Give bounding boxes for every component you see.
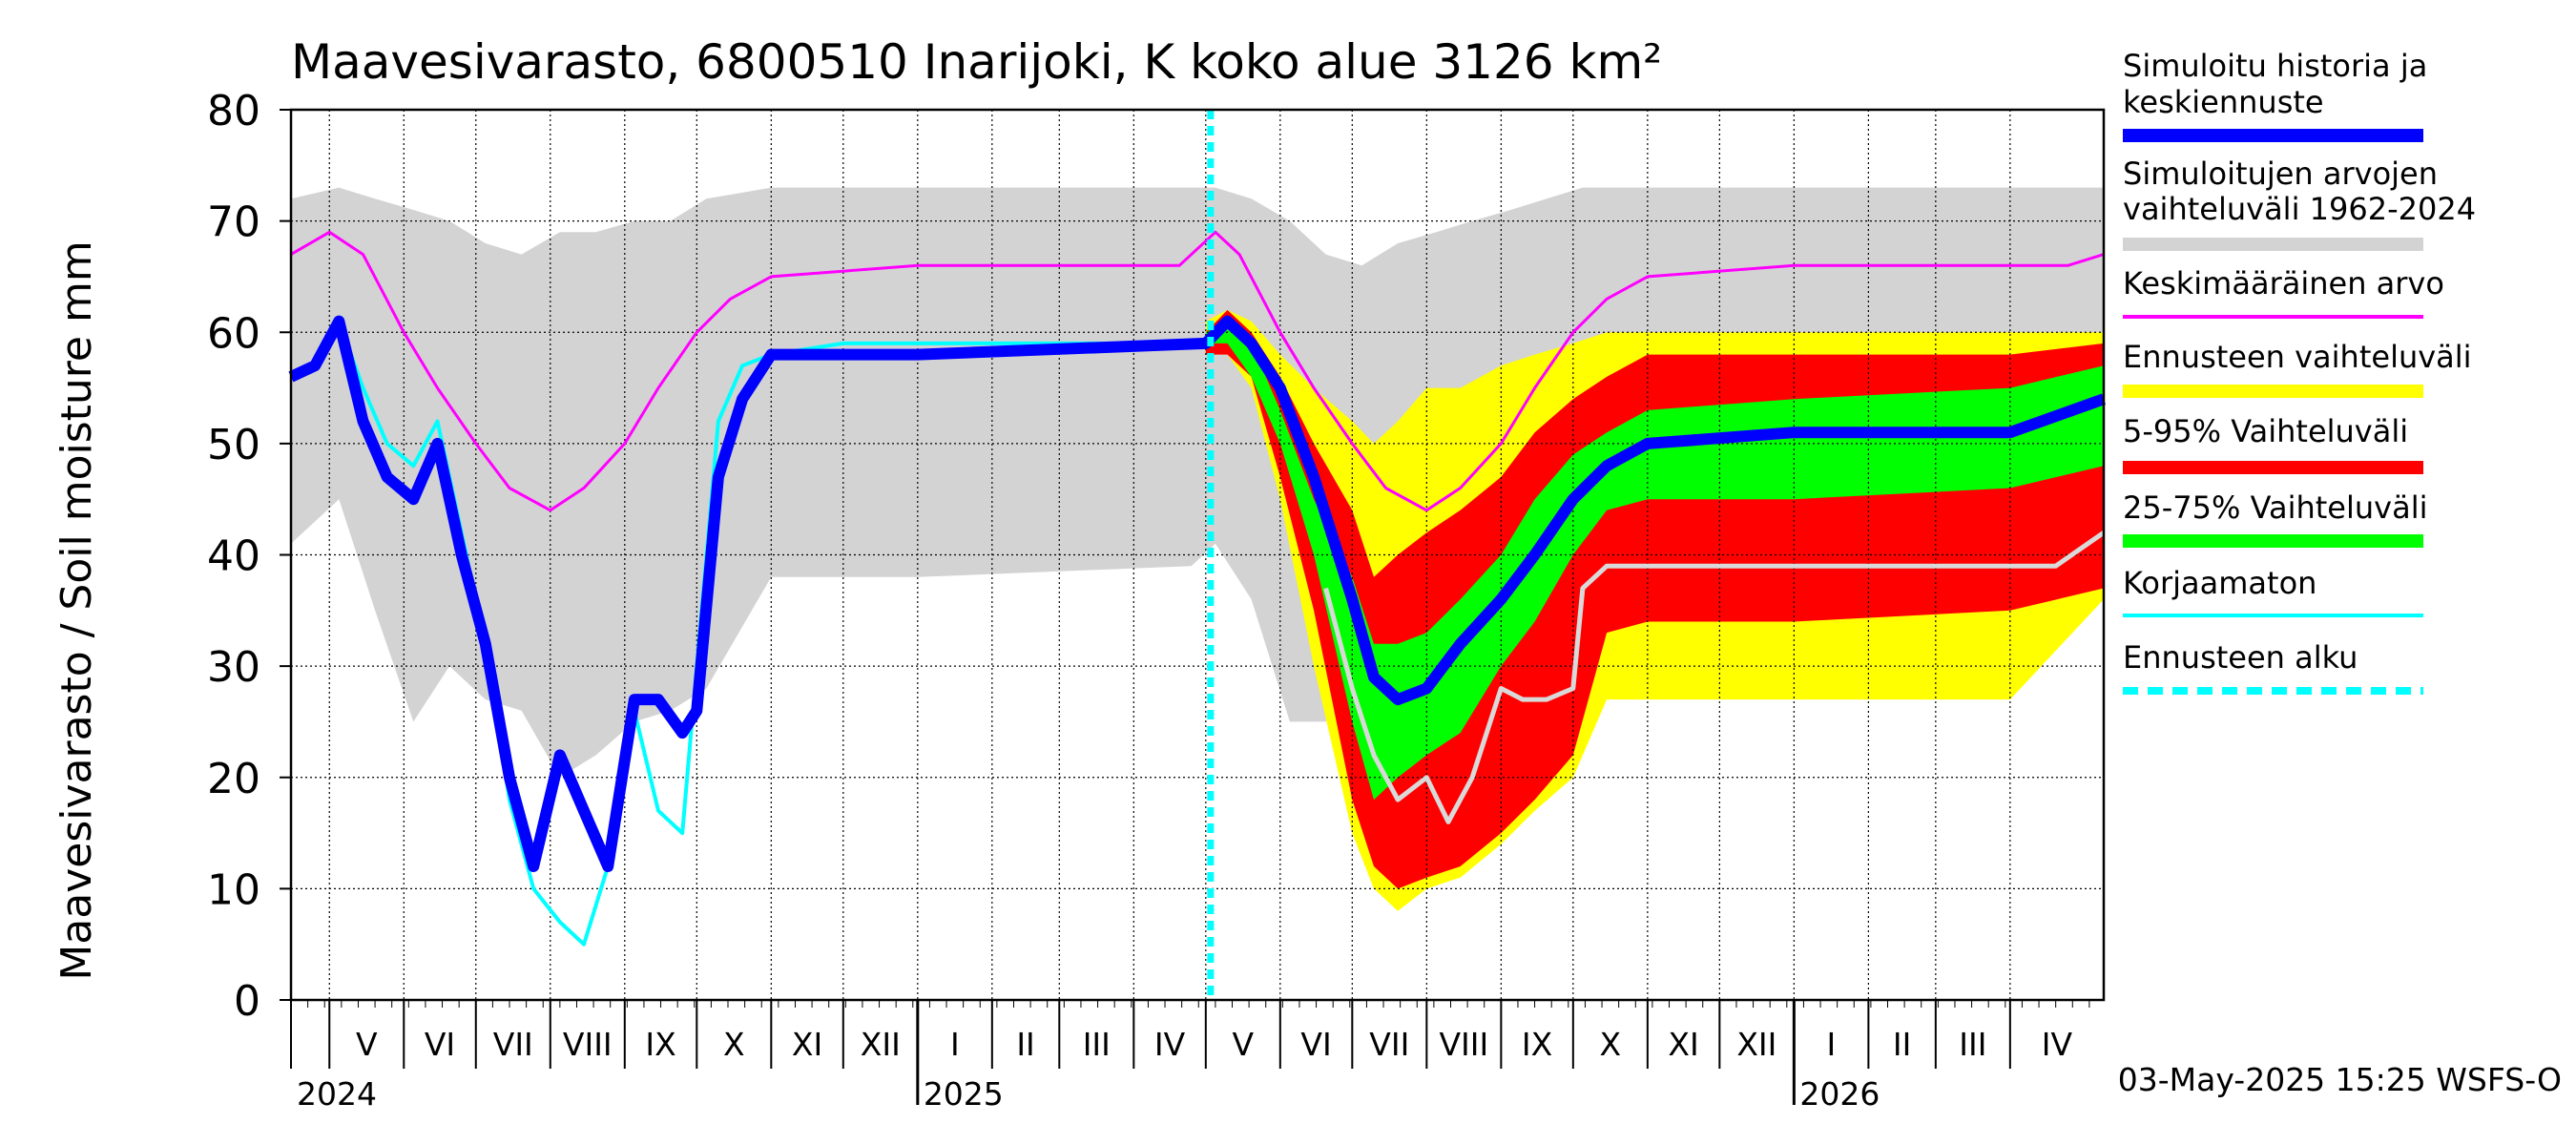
x-year-label: 2025 [924,1075,1004,1113]
x-month-label: VI [1300,1026,1331,1063]
x-month-label: XI [792,1026,822,1063]
legend-label: Ennusteen alku [2123,639,2358,676]
footer-timestamp: 03-May-2025 15:25 WSFS-O [2118,1061,2562,1098]
lines-layer [288,110,2107,1000]
legend-label: Simuloitujen arvojen [2123,156,2438,192]
y-tick-label: 50 [207,421,260,469]
legend-label: Simuloitu historia ja [2123,48,2427,84]
x-month-label: I [950,1026,960,1063]
y-axis-label: Maavesivarasto / Soil moisture mm [52,240,101,980]
x-month-label: III [1083,1026,1111,1063]
x-month-label: VI [425,1026,455,1063]
legend-label: keskiennuste [2123,84,2324,120]
legend-label: vaihteluväli 1962-2024 [2123,191,2476,227]
chart-title: Maavesivarasto, 6800510 Inarijoki, K kok… [291,34,1662,90]
legend-label: Korjaamaton [2123,565,2316,601]
x-month-label: VIII [1439,1026,1488,1063]
uncorrected-forecast-line [1323,531,2106,824]
y-tick-label: 20 [207,755,260,803]
y-tick-label: 0 [234,977,260,1026]
x-month-label: IV [2042,1026,2073,1063]
x-month-label: III [1959,1026,1986,1063]
x-month-label: X [1600,1026,1622,1063]
legend-label: 5-95% Vaihteluväli [2123,413,2408,449]
y-tick-label: 70 [207,198,260,247]
x-month-label: II [1893,1026,1911,1063]
x-month-label: V [1233,1026,1255,1063]
x-month-label: V [356,1026,378,1063]
simulated-line [288,315,2107,872]
x-month-label: VII [493,1026,533,1063]
x-month-label: XII [861,1026,901,1063]
mean-line [290,230,2105,512]
x-month-label: VII [1369,1026,1409,1063]
y-tick-label: 80 [207,87,260,135]
x-month-label: IV [1154,1026,1186,1063]
bands-layer [291,187,2104,911]
y-tick-label: 40 [207,532,260,581]
y-tick-label: 60 [207,309,260,358]
uncorrected-line [290,319,1204,947]
x-month-label: IX [1522,1026,1552,1063]
x-month-label: X [723,1026,745,1063]
x-month-label: II [1016,1026,1034,1063]
y-tick-label: 30 [207,643,260,692]
legend-label: Keskimääräinen arvo [2123,265,2444,302]
x-month-label: XI [1668,1026,1698,1063]
grid-layer [291,110,2104,1000]
x-month-label: I [1827,1026,1837,1063]
x-month-label: XII [1736,1026,1776,1063]
y-tick-label: 10 [207,865,260,914]
legend-label: 25-75% Vaihteluväli [2123,489,2427,526]
x-year-label: 2024 [297,1075,377,1113]
x-month-label: IX [645,1026,675,1063]
x-year-label: 2026 [1799,1075,1880,1113]
x-month-label: VIII [563,1026,613,1063]
legend-label: Ennusteen vaihteluväli [2123,339,2472,375]
